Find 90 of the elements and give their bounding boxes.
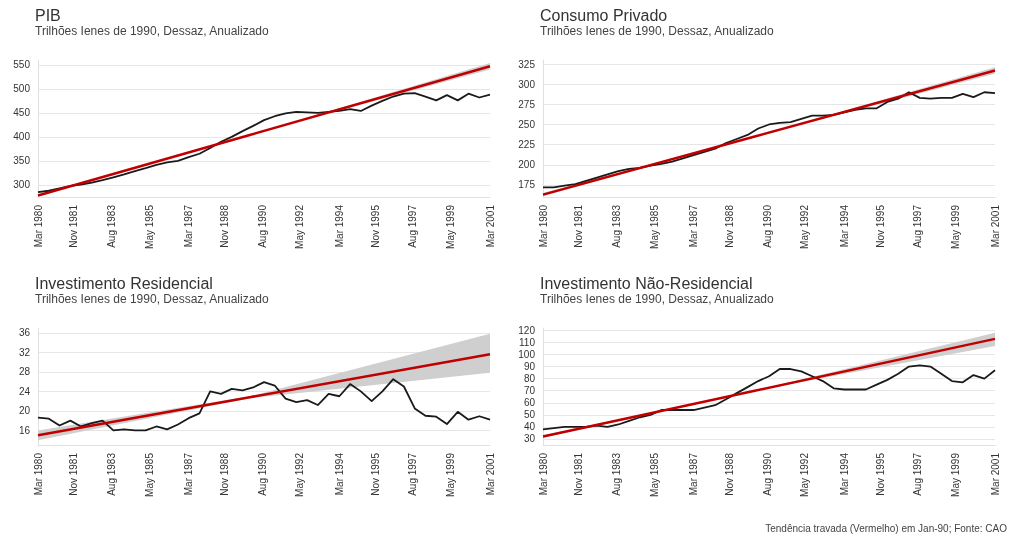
- y-tick-label: 400: [13, 131, 31, 143]
- x-tick-label: Nov 1981: [68, 452, 80, 496]
- chart-subtitle: Trilhões Ienes de 1990, Dessaz, Anualizado: [540, 292, 775, 306]
- x-tick-label: Aug 1997: [407, 452, 419, 496]
- x-tick-label: Mar 1987: [183, 204, 195, 248]
- y-tick-label: 500: [13, 83, 31, 95]
- x-tick-label: Aug 1990: [256, 204, 268, 248]
- x-tick-label: Mar 2001: [484, 452, 496, 496]
- x-tick-label: Mar 1994: [838, 204, 850, 248]
- y-tick-label: 300: [518, 78, 536, 90]
- chart-subtitle: Trilhões Ienes de 1990, Dessaz, Anualizado: [35, 292, 270, 306]
- x-tick-label: Mar 2001: [484, 204, 496, 248]
- y-tick-label: 16: [18, 424, 31, 436]
- x-tick-label: Mar 2001: [989, 204, 1001, 248]
- x-tick-label: May 1992: [799, 452, 811, 497]
- x-tick-label: Aug 1983: [611, 204, 623, 248]
- x-tick-label: May 1985: [143, 452, 155, 497]
- y-tick-label: 24: [18, 385, 31, 397]
- x-tick-label: Mar 1980: [32, 204, 44, 248]
- x-tick-label: Nov 1981: [573, 452, 585, 496]
- y-tick-label: 20: [18, 405, 31, 417]
- y-tick-label: 36: [18, 327, 31, 339]
- x-tick-label: Mar 1994: [333, 452, 345, 496]
- y-tick-label: 350: [13, 155, 31, 167]
- x-tick-label: May 1985: [648, 204, 660, 249]
- x-tick-label: Nov 1988: [219, 452, 231, 496]
- x-tick-label: Nov 1995: [874, 204, 886, 248]
- x-tick-label: Nov 1988: [724, 204, 736, 248]
- y-tick-label: 175: [518, 179, 536, 191]
- x-tick-label: Nov 1995: [874, 452, 886, 496]
- y-tick-label: 80: [523, 373, 536, 385]
- y-tick-label: 50: [523, 409, 536, 421]
- x-tick-label: Aug 1997: [912, 204, 924, 248]
- y-tick-label: 70: [523, 385, 536, 397]
- x-tick-label: Nov 1995: [369, 452, 381, 496]
- x-tick-label: May 1992: [294, 452, 306, 497]
- y-tick-label: 110: [519, 336, 536, 348]
- x-tick-label: May 1985: [143, 204, 155, 249]
- x-tick-label: May 1999: [950, 452, 962, 497]
- y-tick-label: 40: [523, 421, 536, 433]
- y-tick-label: 100: [518, 349, 536, 361]
- chart-title: Investimento Residencial: [35, 274, 213, 292]
- x-tick-label: Nov 1981: [573, 204, 585, 248]
- y-tick-label: 30: [523, 433, 536, 445]
- y-tick-label: 200: [518, 159, 536, 171]
- x-tick-label: Mar 1987: [183, 452, 195, 496]
- x-tick-label: Mar 1980: [537, 204, 549, 248]
- x-tick-label: May 1999: [950, 204, 962, 249]
- x-tick-label: Mar 2001: [989, 452, 1001, 496]
- y-tick-label: 325: [518, 58, 536, 70]
- chart-subtitle: Trilhões Ienes de 1990, Dessaz, Anualizado: [35, 24, 270, 38]
- x-tick-label: Mar 1980: [537, 452, 549, 496]
- x-tick-label: Mar 1987: [688, 204, 700, 248]
- x-tick-label: Mar 1994: [838, 452, 850, 496]
- x-tick-label: Nov 1981: [68, 204, 80, 248]
- y-tick-label: 250: [518, 118, 536, 130]
- x-tick-label: May 1999: [445, 452, 457, 497]
- y-tick-label: 120: [518, 324, 536, 336]
- chart-subtitle: Trilhões Ienes de 1990, Dessaz, Anualizado: [540, 24, 775, 38]
- x-tick-label: Nov 1988: [219, 204, 231, 248]
- x-tick-label: Aug 1990: [761, 452, 773, 496]
- x-tick-label: May 1992: [799, 204, 811, 249]
- y-tick-label: 60: [523, 397, 536, 409]
- x-tick-label: May 1992: [294, 204, 306, 249]
- chart-title: Investimento Não-Residencial: [540, 274, 753, 292]
- y-tick-label: 550: [13, 59, 31, 71]
- x-tick-label: Aug 1990: [761, 204, 773, 248]
- y-tick-label: 32: [18, 346, 31, 358]
- y-tick-label: 225: [518, 139, 536, 151]
- x-tick-label: Aug 1983: [106, 452, 118, 496]
- y-tick-label: 300: [13, 179, 31, 191]
- chart-title: Consumo Privado: [540, 6, 668, 24]
- x-tick-label: Aug 1997: [407, 204, 419, 248]
- x-tick-label: Aug 1997: [912, 452, 924, 496]
- x-tick-label: May 1985: [648, 452, 660, 497]
- chart-title: PIB: [35, 6, 61, 24]
- text: Tendência travada (Vermelho) em Jan-90; Fonte: CAO: [765, 522, 1008, 534]
- x-tick-label: Mar 1994: [333, 204, 345, 248]
- y-tick-label: 28: [18, 366, 31, 378]
- x-tick-label: Mar 1980: [32, 452, 44, 496]
- y-tick-label: 90: [523, 361, 536, 373]
- y-tick-label: 450: [13, 107, 31, 119]
- x-tick-label: Aug 1983: [106, 204, 118, 248]
- x-tick-label: Mar 1987: [688, 452, 700, 496]
- x-tick-label: May 1999: [445, 204, 457, 249]
- y-tick-label: 275: [518, 98, 536, 110]
- x-tick-label: Nov 1995: [369, 204, 381, 248]
- x-tick-label: Aug 1983: [611, 452, 623, 496]
- x-tick-label: Aug 1990: [256, 452, 268, 496]
- x-tick-label: Nov 1988: [724, 452, 736, 496]
